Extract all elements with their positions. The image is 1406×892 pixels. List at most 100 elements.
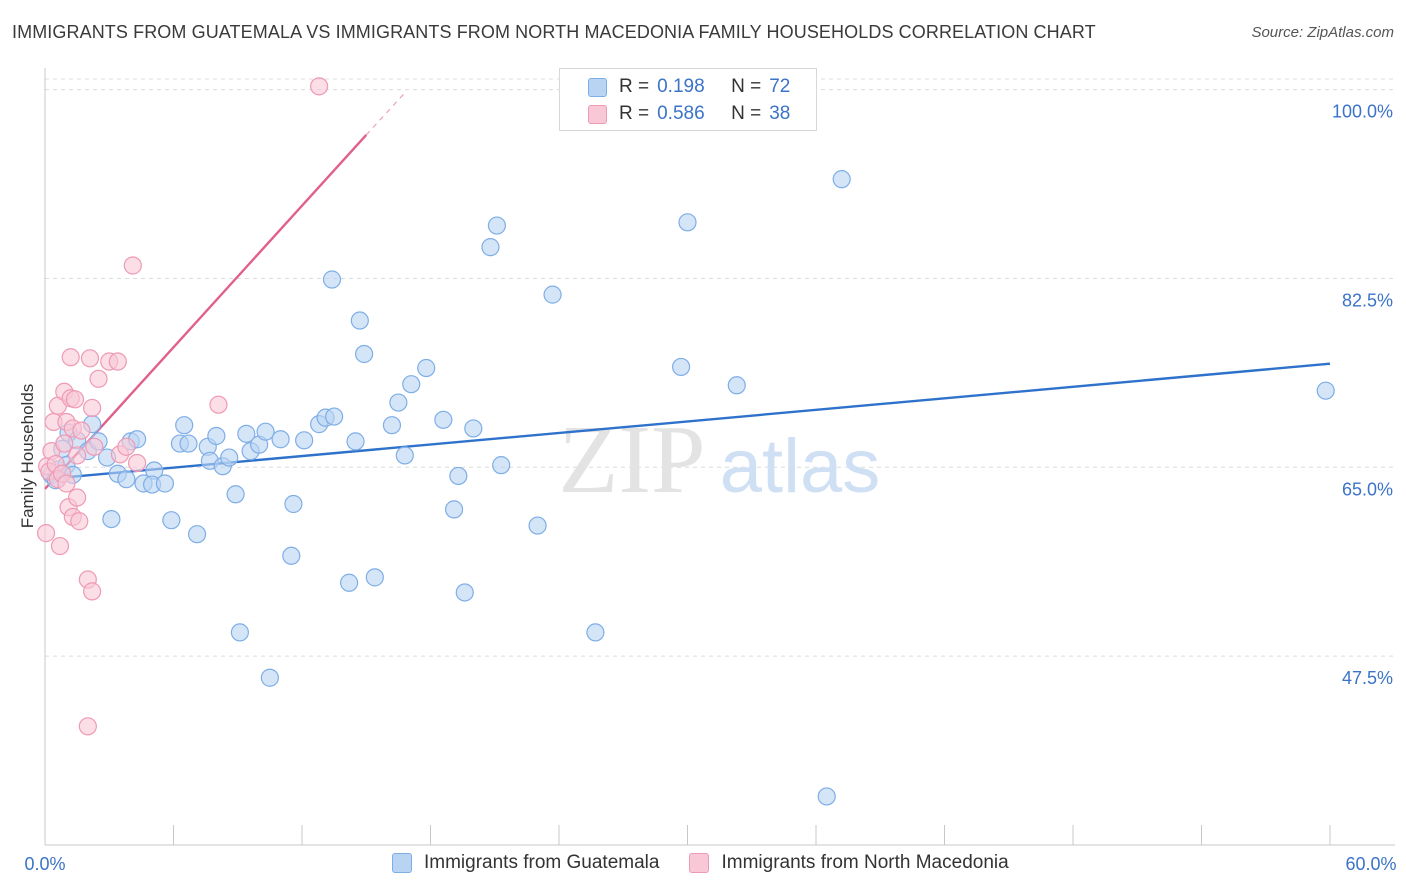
north-macedonia-point	[55, 434, 74, 453]
guatemala-point	[444, 500, 464, 519]
north-macedonia-point	[83, 582, 102, 601]
legend-n-value: 38	[769, 103, 791, 124]
north-macedonia-point	[57, 474, 76, 493]
guatemala-point	[389, 393, 408, 412]
legend-swatch-blue	[588, 77, 607, 97]
series-swatch-pink	[689, 853, 710, 873]
correlation-legend: R = 0.198 N = 72 R = 0.586 N = 38	[559, 68, 817, 131]
north-macedonia-point	[85, 437, 104, 456]
north-macedonia-point	[68, 488, 87, 507]
series-legend: Immigrants from Guatemala Immigrants fro…	[392, 852, 1039, 874]
north-macedonia-point	[80, 349, 100, 368]
guatemala-point	[256, 422, 275, 441]
legend-swatch-pink	[588, 104, 607, 124]
guatemala-point	[832, 170, 851, 189]
north-macedonia-point	[78, 717, 97, 736]
north-macedonia-point	[209, 395, 228, 414]
y-tick-label: 47.5%	[1342, 668, 1393, 688]
guatemala-point	[237, 424, 256, 443]
guatemala-point	[402, 375, 421, 394]
guatemala-point	[340, 573, 359, 592]
guatemala-point	[727, 376, 746, 395]
tick-labels: 47.5% 65.0% 82.5% 100.0% 0.0% 60.0%	[24, 102, 1396, 874]
north-macedonia-point	[65, 390, 85, 409]
guatemala-point	[434, 410, 453, 429]
watermark-zip: ZIP	[559, 406, 706, 514]
guatemala-point	[455, 583, 474, 602]
north-macedonia-point	[123, 256, 142, 275]
legend-n-label: N =	[731, 103, 762, 124]
series-swatch-blue	[392, 853, 412, 873]
x-tick-label: 60.0%	[1345, 854, 1396, 874]
guatemala-point	[282, 546, 301, 565]
north-macedonia-point	[61, 348, 80, 367]
guatemala-point	[284, 494, 303, 514]
guatemala-point	[179, 434, 198, 453]
series-legend-label: Immigrants from North Macedonia	[721, 852, 1009, 873]
guatemala-point	[365, 568, 384, 587]
legend-r-value: 0.198	[657, 76, 705, 97]
guatemala-point	[346, 432, 365, 451]
guatemala-point	[417, 358, 436, 378]
guatemala-point	[1316, 381, 1335, 400]
data-points	[36, 77, 1335, 806]
guatemala-point	[528, 516, 547, 535]
north-macedonia-point	[108, 352, 127, 371]
source-credit: Source: ZipAtlas.com	[1251, 24, 1394, 41]
north-macedonia-point	[50, 536, 70, 556]
legend-r-label: R =	[619, 103, 650, 124]
guatemala-point	[322, 270, 342, 289]
guatemala-point	[155, 474, 175, 493]
guatemala-point	[487, 216, 506, 235]
legend-row-guatemala: R = 0.198 N = 72	[588, 75, 790, 99]
north-macedonia-point	[89, 369, 108, 388]
zipatlas-watermark: ZIP atlas	[559, 406, 881, 514]
y-tick-label: 65.0%	[1342, 479, 1393, 499]
legend-r-label: R =	[619, 76, 650, 97]
guatemala-point	[395, 446, 414, 465]
series-legend-label: Immigrants from Guatemala	[424, 852, 660, 873]
north-macedonia-point	[70, 512, 89, 531]
guatemala-point	[295, 431, 314, 450]
legend-r-value: 0.586	[657, 103, 705, 124]
x-tick-label: 0.0%	[24, 854, 65, 874]
guatemala-point	[207, 426, 226, 446]
guatemala-point	[117, 470, 136, 489]
guatemala-point	[325, 407, 344, 426]
y-axis-label: Family Households	[18, 383, 37, 529]
grid-lines	[45, 78, 1395, 657]
north-macedonia-trend-extension	[365, 92, 406, 136]
guatemala-point	[350, 311, 369, 330]
y-tick-label: 100.0%	[1332, 102, 1393, 122]
north-macedonia-point	[117, 437, 136, 456]
guatemala-point	[481, 238, 500, 257]
guatemala-point	[220, 448, 239, 467]
legend-n-value: 72	[769, 76, 791, 97]
north-macedonia-point	[127, 453, 147, 473]
north-macedonia-point	[83, 398, 102, 418]
series-legend-north-macedonia[interactable]: Immigrants from North Macedonia	[689, 852, 1009, 874]
north-macedonia-point	[68, 446, 87, 465]
watermark-atlas: atlas	[720, 424, 881, 509]
guatemala-point	[449, 466, 468, 486]
guatemala-point	[586, 623, 605, 642]
guatemala-point	[678, 213, 697, 232]
guatemala-point	[671, 357, 691, 377]
guatemala-point	[230, 623, 249, 642]
legend-n-label: N =	[731, 76, 762, 97]
guatemala-point	[543, 285, 562, 304]
guatemala-point	[355, 344, 374, 364]
guatemala-point	[271, 430, 290, 449]
guatemala-point	[492, 456, 511, 475]
north-macedonia-point	[72, 421, 91, 440]
guatemala-point	[162, 511, 181, 530]
series-legend-guatemala[interactable]: Immigrants from Guatemala	[392, 852, 659, 874]
guatemala-point	[817, 787, 836, 806]
guatemala-trend-line	[44, 362, 1331, 481]
guatemala-point	[102, 509, 121, 529]
chart-title: IMMIGRANTS FROM GUATEMALA VS IMMIGRANTS …	[12, 22, 1096, 42]
guatemala-point	[382, 416, 402, 435]
north-macedonia-point	[36, 524, 56, 543]
guatemala-point	[187, 525, 207, 544]
